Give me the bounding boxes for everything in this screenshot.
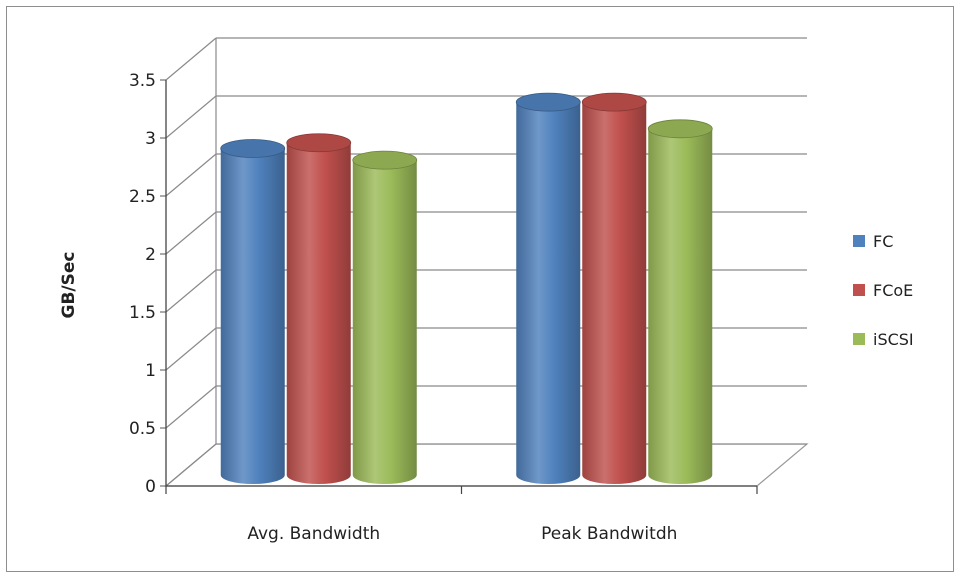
y-tick-label: 0.5 <box>129 419 156 439</box>
gridline-side <box>165 153 217 197</box>
bar-top <box>647 119 713 139</box>
bar-top <box>515 92 581 112</box>
y-tick-label: 2.5 <box>129 187 156 207</box>
bar-body <box>582 102 647 485</box>
y-tick-label: 2 <box>145 245 156 265</box>
bar-body <box>648 128 713 485</box>
legend: FC FCoE iSCSI <box>853 232 914 349</box>
bar-iscsi-1 <box>352 150 418 484</box>
y-tick-label: 0 <box>145 477 156 497</box>
bar-top <box>286 133 352 153</box>
legend-label-iscsi: iSCSI <box>873 330 914 349</box>
gridline-side <box>165 95 217 139</box>
legend-swatch-fcoe <box>853 284 865 296</box>
gridline-side <box>165 327 217 371</box>
bar-fcoe-1 <box>286 133 352 484</box>
gridline-side <box>165 385 217 429</box>
legend-label-fcoe: FCoE <box>873 281 913 300</box>
x-tick-label: Avg. Bandwidth <box>247 524 380 544</box>
bar-top <box>581 92 647 112</box>
bar-fc-1 <box>220 139 286 484</box>
y-tick-label: 1.5 <box>129 303 156 323</box>
legend-swatch-fc <box>853 235 865 247</box>
y-axis-title: GB/Sec <box>59 252 79 319</box>
y-tick-label: 3 <box>145 129 156 149</box>
gridline-side <box>165 37 217 81</box>
bar-fc-2 <box>515 92 581 485</box>
y-tick-label: 3.5 <box>129 71 156 91</box>
gridline-side <box>165 211 217 255</box>
bar-top <box>220 139 286 158</box>
bar-iscsi-2 <box>647 119 713 485</box>
axes <box>160 38 758 494</box>
gridline-side <box>165 443 217 487</box>
y-tick-label: 1 <box>145 361 156 381</box>
x-tick-labels: Avg. Bandwidth Peak Bandwitdh <box>247 524 677 544</box>
bar-fcoe-2 <box>581 92 647 485</box>
bars <box>220 92 713 485</box>
bar-top <box>352 150 418 170</box>
gridline-side <box>165 269 217 313</box>
bar-body <box>352 160 417 484</box>
bar-body <box>286 142 351 484</box>
legend-label-fc: FC <box>873 232 893 251</box>
legend-swatch-iscsi <box>853 333 865 345</box>
y-tick-labels: 0 0.5 1 1.5 2 2.5 3 3.5 <box>129 71 156 497</box>
x-tick-label: Peak Bandwitdh <box>541 524 677 544</box>
bar-body <box>516 102 581 485</box>
bar-body <box>220 148 285 484</box>
